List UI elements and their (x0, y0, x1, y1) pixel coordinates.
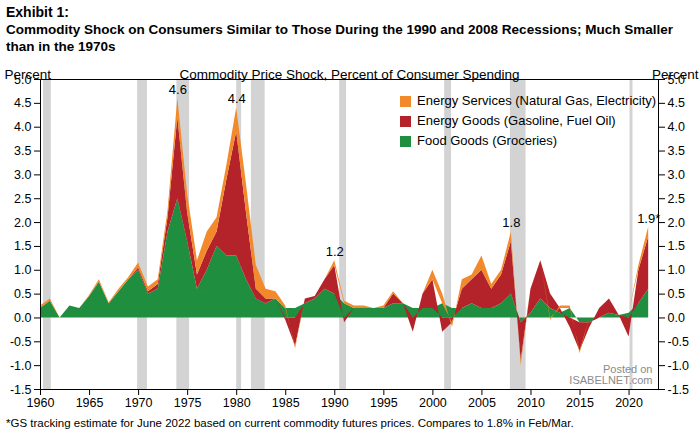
svg-text:3.5: 3.5 (668, 144, 685, 158)
svg-text:-1.5: -1.5 (668, 383, 690, 397)
svg-text:1.2: 1.2 (326, 244, 344, 259)
svg-text:1.0: 1.0 (14, 263, 31, 277)
svg-text:4.5: 4.5 (668, 96, 685, 110)
svg-text:3.0: 3.0 (668, 168, 685, 182)
svg-text:4.0: 4.0 (668, 120, 685, 134)
svg-text:1960: 1960 (27, 396, 55, 410)
svg-text:2.0: 2.0 (668, 216, 685, 230)
svg-text:1985: 1985 (272, 396, 300, 410)
svg-text:4.5: 4.5 (14, 96, 31, 110)
svg-text:-0.5: -0.5 (10, 335, 32, 349)
svg-text:2.5: 2.5 (14, 192, 31, 206)
svg-text:1.5: 1.5 (14, 239, 31, 253)
svg-text:2.0: 2.0 (14, 216, 31, 230)
svg-text:4.0: 4.0 (14, 120, 31, 134)
svg-text:1.8: 1.8 (502, 215, 520, 230)
svg-text:4.4: 4.4 (228, 91, 246, 106)
svg-text:-1.0: -1.0 (10, 359, 32, 373)
svg-text:1.9*: 1.9* (637, 211, 660, 226)
html-text:Exhibit 1:: Exhibit 1: (6, 4, 69, 20)
svg-text:3.0: 3.0 (14, 168, 31, 182)
svg-text:-0.5: -0.5 (668, 335, 690, 349)
svg-text:1.0: 1.0 (668, 263, 685, 277)
svg-text:2005: 2005 (468, 396, 496, 410)
svg-text:2000: 2000 (419, 396, 447, 410)
html-text:Energy Services (Natural Gas,: Energy Services (Natural Gas, Electricit… (417, 93, 657, 108)
svg-text:2010: 2010 (517, 396, 545, 410)
svg-text:1965: 1965 (76, 396, 104, 410)
svg-text:3.5: 3.5 (14, 144, 31, 158)
html-text:Commodity Shock on Consumers S: Commodity Shock on Consumers Similar to … (6, 22, 673, 54)
svg-text:Commodity Price Shock, Percent: Commodity Price Shock, Percent of Consum… (180, 67, 520, 82)
html-text:Food Goods (Groceries): Food Goods (Groceries) (417, 133, 558, 148)
svg-text:0.0: 0.0 (14, 311, 31, 325)
svg-text:2020: 2020 (615, 396, 643, 410)
svg-text:1975: 1975 (174, 396, 202, 410)
svg-text:Percent: Percent (5, 67, 52, 82)
svg-text:Posted onISABELNET.com: Posted onISABELNET.com (569, 363, 652, 386)
svg-text:Percent: Percent (652, 67, 699, 82)
svg-text:1980: 1980 (223, 396, 251, 410)
svg-text:-1.0: -1.0 (668, 359, 690, 373)
svg-text:2015: 2015 (566, 396, 594, 410)
svg-text:4.6: 4.6 (169, 82, 187, 97)
svg-text:0.5: 0.5 (668, 287, 685, 301)
svg-text:-1.5: -1.5 (10, 383, 32, 397)
svg-text:0.5: 0.5 (14, 287, 31, 301)
svg-text:1995: 1995 (370, 396, 398, 410)
svg-text:1970: 1970 (125, 396, 153, 410)
html-text:*GS tracking estimate for June: *GS tracking estimate for June 2022 base… (6, 417, 574, 429)
svg-text:2.5: 2.5 (668, 192, 685, 206)
svg-text:1990: 1990 (321, 396, 349, 410)
html-text:Energy Goods (Gasoline, Fuel O: Energy Goods (Gasoline, Fuel Oil) (417, 113, 616, 128)
svg-text:0.0: 0.0 (668, 311, 685, 325)
svg-text:1.5: 1.5 (668, 239, 685, 253)
